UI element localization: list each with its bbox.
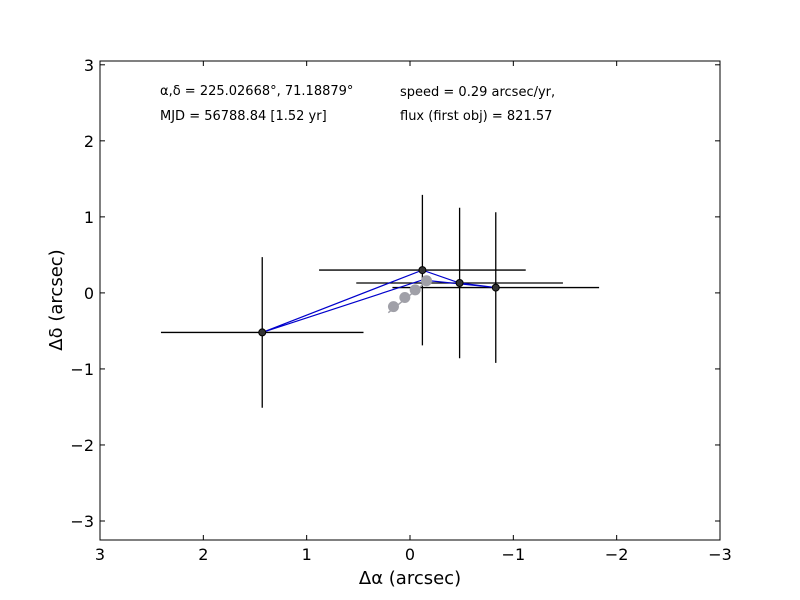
y-tick-label: −2 [70,436,94,455]
model-point [387,301,399,313]
model-point [421,275,433,287]
annotation-mjd: MJD = 56788.84 [1.52 yr] [160,109,327,124]
annotation-flux: flux (first obj) = 821.57 [400,109,552,124]
observation-points [258,266,500,337]
observation-point [455,279,464,288]
x-tick-label: −1 [502,545,526,564]
motion-path [262,269,496,334]
y-tick-label: 2 [84,132,94,151]
x-tick-label: −2 [605,545,629,564]
x-axis-label: Δα (arcsec) [359,568,461,589]
y-tick-label: 0 [84,284,94,303]
x-tick-label: 1 [302,545,312,564]
motion-path-line [262,269,496,334]
observation-point [418,266,427,275]
x-tick-label: 2 [198,545,208,564]
model-track [387,275,433,314]
observation-point [258,328,267,337]
y-tick-label: −3 [70,512,94,531]
annotation-coords: α,δ = 225.02668°, 71.18879° [160,84,353,99]
y-tick-label: 3 [84,56,94,75]
y-tick-label: −1 [70,360,94,379]
y-axis-label: Δδ (arcsec) [46,249,67,350]
plot-frame [99,60,721,541]
x-tick-label: 0 [405,545,415,564]
annotation-speed: speed = 0.29 arcsec/yr, [400,85,555,100]
error-bars [160,194,600,408]
model-point [409,284,421,296]
y-tick-label: 1 [84,208,94,227]
model-point [399,291,411,303]
observation-point [491,283,500,292]
x-tick-label: 3 [95,545,105,564]
x-tick-label: −3 [708,545,732,564]
